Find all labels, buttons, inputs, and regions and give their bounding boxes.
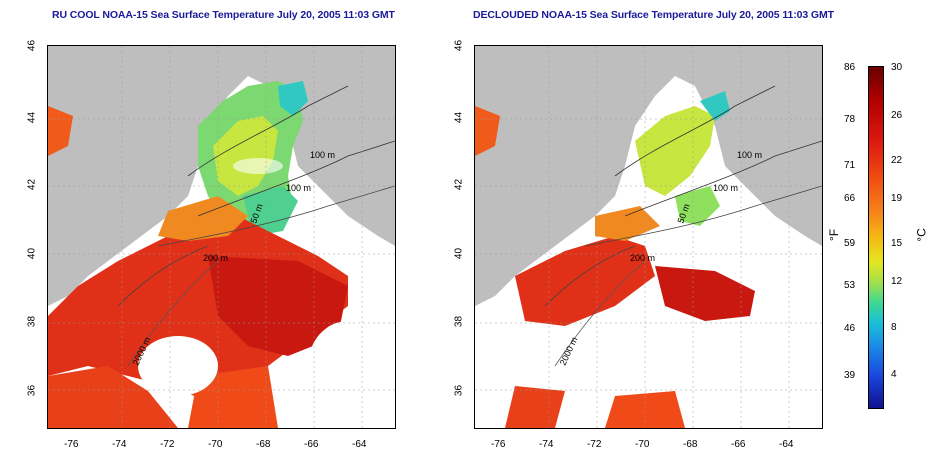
fahrenheit-tick: 66 <box>844 193 856 204</box>
isobath-contour <box>157 185 395 247</box>
contour-label: 100 m <box>310 150 335 160</box>
isobath-contour <box>614 85 776 177</box>
celsius-tick: 8 <box>891 322 897 333</box>
y-tick-label: 44 <box>453 111 465 124</box>
orange-shelf <box>158 196 248 241</box>
warm-south <box>505 386 565 428</box>
left-sst-map: 100 m 100 m 50 m 200 m 2000 m <box>47 45 396 429</box>
cold-water-patch <box>278 81 308 116</box>
contour-label: 100 m <box>713 183 738 193</box>
warm-south <box>48 366 178 428</box>
x-tick-label: -64 <box>779 439 794 450</box>
isobath-contour <box>187 85 349 177</box>
isobath-contour <box>197 140 395 217</box>
right-sst-map: 100 m 100 m 50 m 200 m 2000 m <box>474 45 823 429</box>
celsius-unit-label: °C <box>914 228 929 242</box>
temperature-colorbar <box>868 66 884 409</box>
georges-bank-cool <box>243 186 298 236</box>
cloud-gap <box>138 336 218 396</box>
contour-label: 200 m <box>203 253 228 263</box>
x-tick-label: -76 <box>491 439 506 450</box>
x-tick-label: -68 <box>683 439 698 450</box>
left-map-canvas: 100 m 100 m 50 m 200 m 2000 m <box>48 46 395 428</box>
contour-label: 2000 m <box>558 335 580 366</box>
isobath-contour <box>624 140 822 217</box>
celsius-tick: 4 <box>891 369 897 380</box>
y-tick-label: 36 <box>26 384 38 397</box>
y-tick-label: 42 <box>453 178 465 191</box>
georges-bank-cool <box>675 186 720 226</box>
right-map-canvas: 100 m 100 m 50 m 200 m 2000 m <box>475 46 822 428</box>
celsius-tick: 30 <box>891 62 903 73</box>
gulf-stream-warm <box>208 256 348 356</box>
y-tick-label: 46 <box>453 39 465 52</box>
warm-slope-water <box>515 236 655 326</box>
isobath-contour <box>117 245 209 307</box>
fahrenheit-tick: 53 <box>844 280 856 291</box>
x-tick-label: -74 <box>112 439 127 450</box>
cloud-gap <box>308 321 388 411</box>
x-tick-label: -66 <box>304 439 319 450</box>
y-tick-label: 44 <box>26 111 38 124</box>
contour-label: 100 m <box>737 150 762 160</box>
fahrenheit-tick: 71 <box>844 160 856 171</box>
y-tick-label: 38 <box>453 315 465 328</box>
fahrenheit-unit-label: °F <box>827 228 842 242</box>
y-tick-label: 42 <box>26 178 38 191</box>
gulf-stream-warm <box>655 266 755 321</box>
x-tick-label: -74 <box>539 439 554 450</box>
warm-northwest <box>475 106 500 156</box>
fahrenheit-tick: 46 <box>844 323 856 334</box>
y-tick-label: 40 <box>26 247 38 260</box>
celsius-tick: 12 <box>891 276 903 287</box>
isobath-contour <box>554 260 646 367</box>
fahrenheit-tick: 39 <box>844 370 856 381</box>
celsius-tick: 22 <box>891 155 903 166</box>
x-tick-label: -70 <box>635 439 650 450</box>
x-tick-label: -76 <box>64 439 79 450</box>
fahrenheit-tick: 78 <box>844 114 856 125</box>
cool-water-core <box>213 116 278 196</box>
fahrenheit-tick: 86 <box>844 62 856 73</box>
celsius-tick: 26 <box>891 110 903 121</box>
x-tick-label: -70 <box>208 439 223 450</box>
x-tick-label: -64 <box>352 439 367 450</box>
y-tick-label: 40 <box>453 247 465 260</box>
right-map-title: DECLOUDED NOAA-15 Sea Surface Temperatur… <box>473 9 834 21</box>
x-tick-label: -68 <box>256 439 271 450</box>
nova-scotia <box>298 66 395 156</box>
celsius-tick: 19 <box>891 193 903 204</box>
land-mass <box>48 46 395 306</box>
warm-northwest <box>48 106 73 156</box>
contour-label: 200 m <box>630 253 655 263</box>
land-mass <box>475 46 822 306</box>
y-tick-label: 36 <box>453 384 465 397</box>
cloud-gap <box>233 158 283 174</box>
isobath-contour <box>584 185 822 247</box>
x-tick-label: -72 <box>160 439 175 450</box>
celsius-tick: 15 <box>891 238 903 249</box>
warm-southeast <box>605 391 685 428</box>
graticule <box>475 46 822 428</box>
cool-water-region <box>635 106 715 196</box>
y-tick-label: 46 <box>26 39 38 52</box>
fahrenheit-tick: 59 <box>844 238 856 249</box>
graticule <box>48 46 395 428</box>
nova-scotia <box>725 66 822 156</box>
isobath-contour <box>544 245 636 307</box>
x-tick-label: -66 <box>731 439 746 450</box>
y-tick-label: 38 <box>26 315 38 328</box>
x-tick-label: -72 <box>587 439 602 450</box>
isobath-contour <box>127 260 219 367</box>
orange-shelf <box>595 206 660 241</box>
contour-label: 100 m <box>286 183 311 193</box>
left-map-title: RU COOL NOAA-15 Sea Surface Temperature … <box>52 9 395 21</box>
